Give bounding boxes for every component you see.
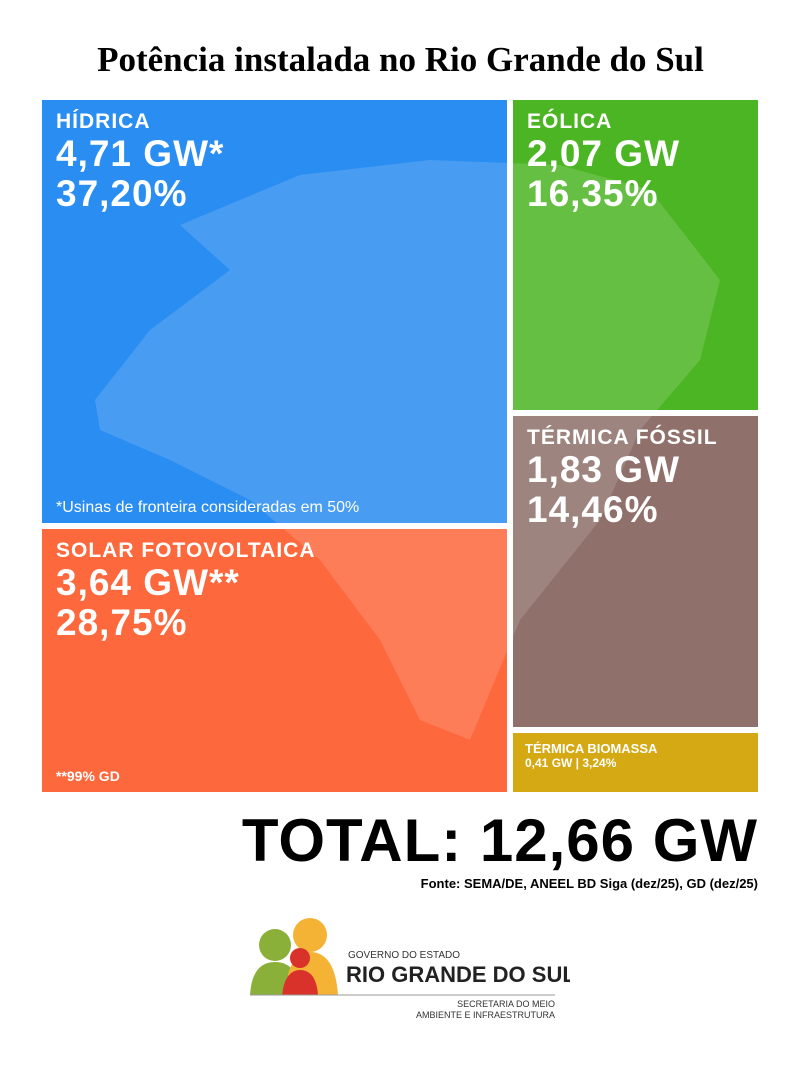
logo: GOVERNO DO ESTADO RIO GRANDE DO SUL SECR… xyxy=(250,918,570,1020)
tile-name: HÍDRICA xyxy=(56,110,151,133)
tile-note: *Usinas de fronteira consideradas em 50% xyxy=(56,499,360,516)
logo-line3: SECRETARIA DO MEIO xyxy=(457,999,555,1009)
tile-share: 16,35% xyxy=(527,173,659,214)
tile-name: TÉRMICA FÓSSIL xyxy=(527,426,718,449)
logo-line2: RIO GRANDE DO SUL xyxy=(346,962,570,987)
tile-note: **99% GD xyxy=(56,768,120,784)
tile-name: SOLAR FOTOVOLTAICA xyxy=(56,539,316,562)
tile-power: 4,71 GW* xyxy=(56,133,225,174)
tile-biomassa: TÉRMICA BIOMASSA 0,41 GW | 3,24% xyxy=(513,733,758,792)
logo-line1: GOVERNO DO ESTADO xyxy=(348,950,460,961)
tile-eolica: EÓLICA 2,07 GW 16,35% xyxy=(513,100,758,410)
tile-hidrica: HÍDRICA 4,71 GW* 37,20% *Usinas de front… xyxy=(42,100,507,523)
tile-name: TÉRMICA BIOMASSA xyxy=(525,741,658,756)
tile-detail: 0,41 GW | 3,24% xyxy=(525,756,617,770)
tile-termica-fossil: TÉRMICA FÓSSIL 1,83 GW 14,46% xyxy=(513,416,758,727)
tile-share: 37,20% xyxy=(56,173,188,214)
title: Potência instalada no Rio Grande do Sul xyxy=(97,40,704,79)
tile-share: 28,75% xyxy=(56,602,188,643)
source: Fonte: SEMA/DE, ANEEL BD Siga (dez/25), … xyxy=(420,876,758,891)
logo-line4: AMBIENTE E INFRAESTRUTURA xyxy=(416,1010,555,1020)
tile-share: 14,46% xyxy=(527,489,659,530)
tile-power: 1,83 GW xyxy=(527,449,680,490)
tile-solar: SOLAR FOTOVOLTAICA 3,64 GW** 28,75% **99… xyxy=(42,529,507,792)
tile-power: 3,64 GW** xyxy=(56,562,240,603)
total: TOTAL: 12,66 GW xyxy=(241,807,758,874)
tile-name: EÓLICA xyxy=(527,110,613,133)
tile-power: 2,07 GW xyxy=(527,133,680,174)
